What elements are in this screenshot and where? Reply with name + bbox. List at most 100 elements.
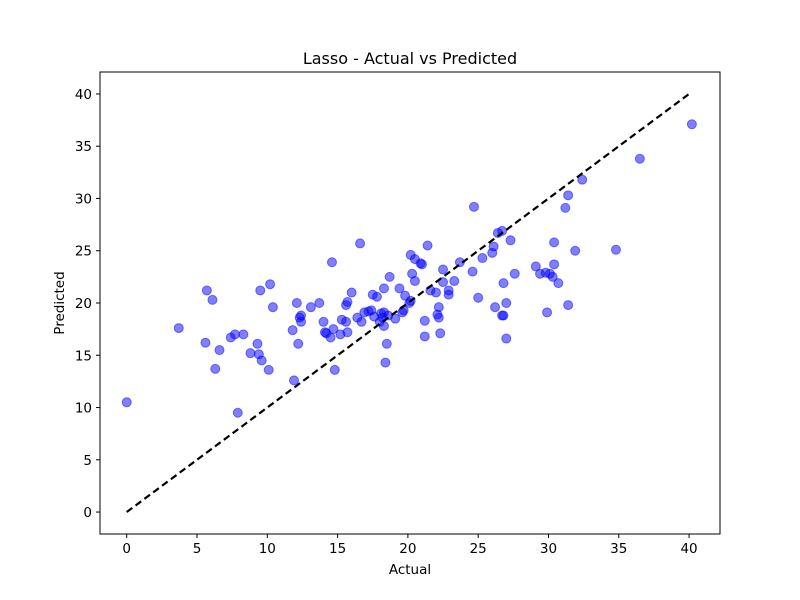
data-point bbox=[547, 271, 558, 282]
y-tick-label: 20 bbox=[75, 296, 92, 312]
data-point bbox=[449, 276, 460, 287]
x-tick-label: 5 bbox=[193, 541, 202, 557]
data-point bbox=[238, 329, 249, 340]
data-point bbox=[419, 331, 430, 342]
data-point bbox=[263, 364, 274, 375]
data-point bbox=[477, 253, 488, 264]
data-point bbox=[173, 323, 184, 334]
data-point bbox=[296, 310, 307, 321]
data-point bbox=[201, 285, 212, 296]
data-point bbox=[634, 153, 645, 164]
data-point bbox=[686, 119, 697, 130]
y-tick-label: 25 bbox=[75, 244, 92, 260]
data-point bbox=[443, 285, 454, 296]
data-point bbox=[498, 278, 509, 289]
y-axis-label: Predicted bbox=[52, 271, 68, 334]
data-point bbox=[467, 266, 478, 277]
data-point bbox=[325, 332, 336, 343]
data-point bbox=[438, 264, 449, 275]
data-point bbox=[530, 261, 541, 272]
axis-ticks: 0 5 10 15 20 25 30 35 40 0 5 10 15 20 25 30 35 40 bbox=[75, 87, 698, 557]
x-tick-label: 35 bbox=[610, 541, 627, 557]
data-point bbox=[560, 202, 571, 213]
x-tick-label: 20 bbox=[399, 541, 416, 557]
x-axis-label: Actual bbox=[389, 562, 431, 578]
data-point bbox=[394, 283, 405, 294]
data-point bbox=[431, 287, 442, 298]
data-point bbox=[245, 348, 256, 359]
data-point bbox=[498, 310, 509, 321]
data-point bbox=[433, 302, 444, 313]
data-point bbox=[501, 333, 512, 344]
data-point bbox=[433, 312, 444, 323]
plot-area bbox=[121, 92, 697, 513]
data-point bbox=[490, 302, 501, 313]
y-tick-label: 15 bbox=[75, 348, 92, 364]
data-point bbox=[255, 285, 266, 296]
data-point bbox=[553, 278, 564, 289]
y-tick-label: 35 bbox=[75, 139, 92, 155]
data-point bbox=[542, 307, 553, 318]
data-point bbox=[291, 298, 302, 308]
data-point bbox=[549, 259, 560, 270]
data-point bbox=[381, 338, 392, 349]
x-tick-label: 40 bbox=[680, 541, 697, 557]
data-point bbox=[577, 174, 588, 185]
data-point bbox=[378, 283, 389, 294]
data-point bbox=[509, 268, 520, 279]
data-point bbox=[207, 294, 218, 305]
data-point bbox=[390, 313, 401, 324]
y-tick-label: 5 bbox=[83, 453, 92, 469]
data-point bbox=[287, 325, 298, 336]
chart-title: Lasso - Actual vs Predicted bbox=[303, 49, 517, 68]
data-point bbox=[497, 225, 508, 236]
data-point bbox=[549, 237, 560, 248]
data-point bbox=[416, 259, 427, 270]
data-point bbox=[380, 357, 391, 368]
data-point bbox=[265, 279, 276, 290]
data-point bbox=[563, 190, 574, 201]
data-point bbox=[121, 397, 132, 408]
data-point bbox=[563, 300, 574, 311]
data-point bbox=[384, 271, 395, 282]
data-point bbox=[355, 238, 366, 249]
x-tick-label: 10 bbox=[259, 541, 276, 557]
data-point bbox=[468, 201, 479, 212]
data-point bbox=[610, 244, 621, 255]
data-point bbox=[435, 328, 446, 339]
y-tick-label: 10 bbox=[75, 401, 92, 417]
data-point bbox=[326, 257, 337, 268]
data-point bbox=[314, 298, 325, 308]
data-point bbox=[232, 407, 243, 418]
x-tick-label: 15 bbox=[329, 541, 346, 557]
data-point bbox=[505, 235, 516, 246]
data-point bbox=[342, 327, 353, 338]
ideal-fit-line bbox=[126, 92, 692, 513]
data-point bbox=[305, 302, 316, 313]
data-point bbox=[346, 287, 357, 298]
y-tick-label: 40 bbox=[75, 87, 92, 103]
x-tick-label: 30 bbox=[540, 541, 557, 557]
data-point bbox=[501, 298, 512, 308]
data-point bbox=[200, 337, 211, 348]
y-tick-label: 0 bbox=[83, 505, 92, 521]
data-point bbox=[252, 338, 263, 349]
data-point bbox=[267, 302, 278, 313]
data-point bbox=[229, 329, 240, 340]
data-point bbox=[210, 363, 221, 374]
data-point bbox=[341, 316, 352, 327]
data-point bbox=[256, 355, 267, 366]
x-tick-label: 25 bbox=[470, 541, 487, 557]
data-point bbox=[293, 338, 304, 349]
data-point bbox=[488, 241, 499, 252]
data-point bbox=[473, 292, 484, 303]
data-point bbox=[318, 316, 329, 327]
x-tick-label: 0 bbox=[122, 541, 131, 557]
data-point bbox=[409, 276, 420, 287]
y-tick-label: 30 bbox=[75, 191, 92, 207]
data-point bbox=[378, 321, 389, 331]
data-point bbox=[356, 316, 367, 327]
data-point bbox=[371, 291, 382, 302]
data-point bbox=[289, 375, 300, 386]
